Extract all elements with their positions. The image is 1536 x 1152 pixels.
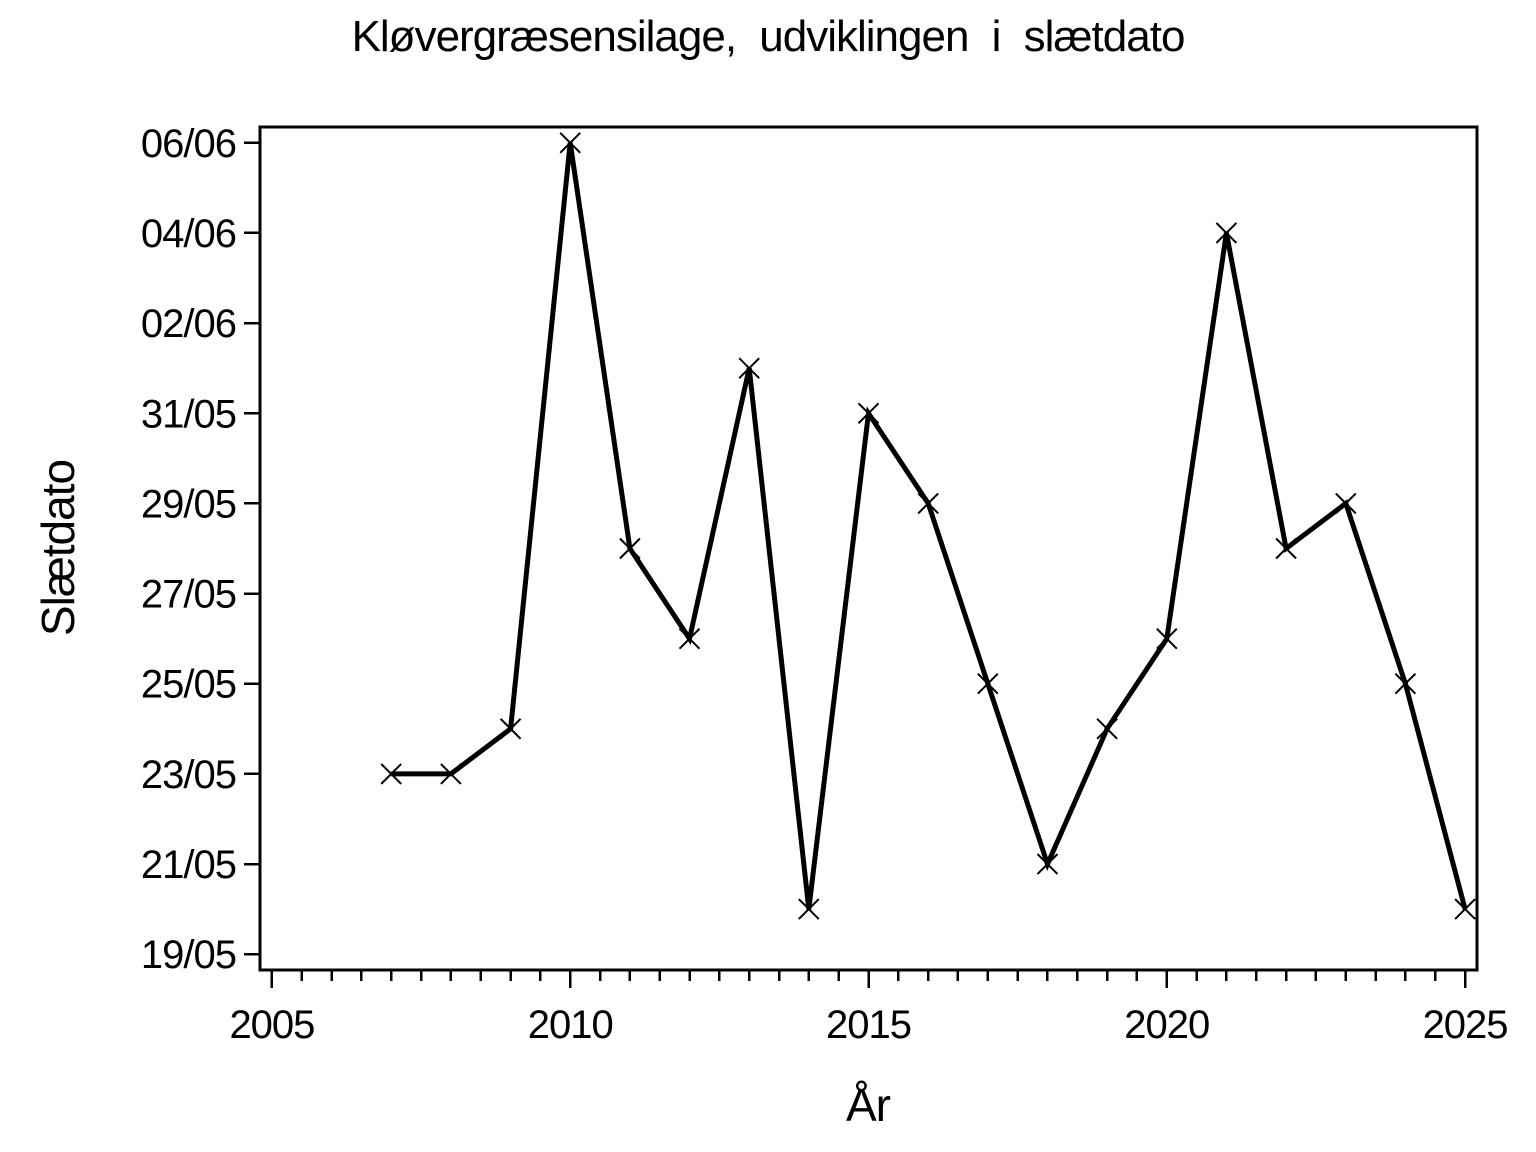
x-tick-label: 2025 [1423, 1003, 1508, 1047]
data-markers [380, 132, 1476, 920]
y-tick-label: 19/05 [141, 933, 236, 977]
x-axis-ticks [270, 970, 1467, 988]
y-tick-label: 25/05 [141, 663, 236, 707]
data-line [391, 142, 1468, 910]
x-axis-title: År [846, 1079, 891, 1131]
x-tick-labels: 2005 2010 2015 2020 2025 [229, 1003, 1508, 1047]
y-tick-label: 29/05 [141, 482, 236, 526]
x-tick-label: 2010 [528, 1003, 613, 1047]
x-tick-label: 2005 [229, 1003, 314, 1047]
y-tick-label: 23/05 [141, 753, 236, 797]
y-tick-label: 27/05 [141, 573, 236, 617]
y-tick-label: 21/05 [141, 843, 236, 887]
y-tick-label: 31/05 [141, 392, 236, 436]
y-tick-label: 04/06 [141, 212, 236, 256]
y-axis-ticks: 06/06 04/06 02/06 31/05 29/05 27/05 25/05 23/05… [141, 122, 260, 977]
plot-frame [258, 125, 1479, 972]
y-tick-label: 02/06 [141, 302, 236, 346]
x-tick-label: 2020 [1124, 1003, 1209, 1047]
chart-title: Kløvergræsensilage, udviklingen i slætda… [351, 12, 1186, 61]
x-tick-label: 2015 [826, 1003, 911, 1047]
y-tick-label: 06/06 [141, 122, 236, 166]
